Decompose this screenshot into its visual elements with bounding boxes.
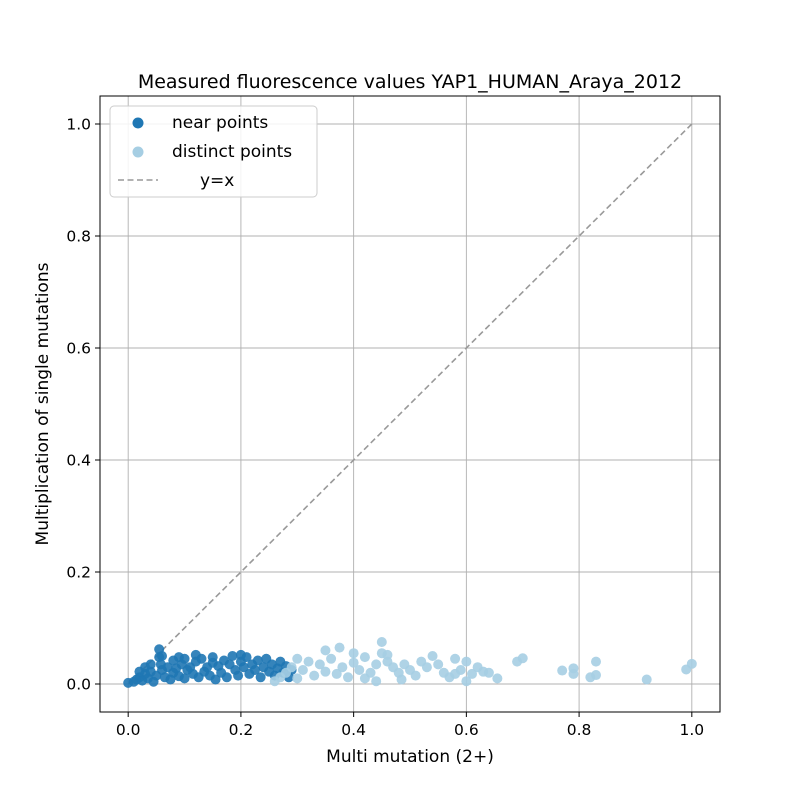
point-distinct-points [461, 676, 472, 687]
point-near-points [250, 665, 260, 675]
y-tick-label: 1.0 [66, 116, 91, 134]
point-distinct-points [382, 649, 393, 660]
x-tick-label: 0.2 [229, 721, 254, 739]
y-tick-label: 0.4 [66, 452, 91, 470]
point-near-points [233, 670, 244, 681]
point-distinct-points [371, 676, 382, 687]
point-distinct-points [348, 657, 359, 668]
point-distinct-points [433, 659, 444, 670]
x-tick-label: 0.0 [116, 721, 141, 739]
point-near-points [173, 652, 184, 663]
point-distinct-points [421, 662, 432, 673]
y-tick-label: 0.0 [66, 676, 91, 694]
point-distinct-points [303, 656, 314, 667]
point-distinct-points [320, 666, 331, 677]
chart-title: Measured fluorescence values YAP1_HUMAN_… [138, 71, 682, 93]
point-distinct-points [450, 653, 461, 664]
point-distinct-points [686, 658, 697, 669]
point-near-points [190, 649, 201, 660]
point-distinct-points [641, 674, 652, 685]
x-tick-label: 1.0 [679, 721, 704, 739]
y-tick-label: 0.2 [66, 564, 91, 582]
x-tick-label: 0.6 [454, 721, 479, 739]
point-distinct-points [591, 656, 601, 667]
point-near-points [207, 652, 218, 663]
point-distinct-points [343, 672, 353, 683]
point-distinct-points [320, 645, 331, 656]
point-distinct-points [591, 670, 601, 681]
point-near-points [227, 651, 238, 661]
point-distinct-points [483, 667, 494, 678]
point-near-points [235, 649, 246, 660]
point-distinct-points [371, 659, 382, 670]
point-near-points [221, 672, 232, 683]
point-distinct-points [334, 642, 345, 653]
point-distinct-points [286, 662, 297, 673]
point-near-points [179, 673, 190, 684]
legend: near points distinct points y=x [109, 105, 318, 198]
point-distinct-points [450, 668, 461, 679]
legend-marker-distinct-points [132, 146, 144, 158]
point-distinct-points [314, 659, 325, 670]
point-distinct-points [326, 653, 337, 664]
point-distinct-points [467, 668, 477, 679]
point-distinct-points [568, 668, 579, 679]
y-axis-label: Multiplication of single mutations [33, 262, 53, 545]
point-distinct-points [354, 665, 365, 675]
points-layer [123, 637, 697, 688]
x-tick-label: 0.4 [341, 721, 366, 739]
point-near-points [255, 672, 266, 683]
point-distinct-points [410, 670, 421, 681]
point-near-points [238, 662, 249, 673]
point-distinct-points [348, 648, 359, 659]
x-axis-label: Multi mutation (2+) [326, 747, 494, 767]
point-distinct-points [359, 652, 370, 663]
plot-frame [99, 95, 721, 713]
point-near-points [210, 674, 221, 685]
point-distinct-points [331, 668, 342, 679]
legend-box [109, 105, 318, 198]
point-near-points [145, 659, 156, 670]
legend-label-near-points: near points [172, 113, 268, 133]
point-near-points [252, 655, 263, 666]
point-distinct-points [517, 653, 528, 664]
point-distinct-points [557, 665, 568, 676]
point-distinct-points [376, 637, 387, 647]
point-near-points [157, 651, 167, 661]
legend-label-y-equals-x: y=x [200, 171, 234, 191]
grid-layer [100, 96, 720, 712]
ticks-layer: 0.0 0.2 0.4 0.6 0.8 1.0 0.0 0.2 0.4 0.6 0.8 1.0 [66, 116, 704, 740]
point-distinct-points [396, 674, 407, 685]
legend-label-distinct-points: distinct points [172, 142, 292, 162]
point-distinct-points [309, 670, 320, 681]
point-distinct-points [427, 651, 438, 661]
point-distinct-points [492, 673, 503, 684]
point-distinct-points [337, 662, 348, 673]
x-tick-label: 0.8 [567, 721, 592, 739]
legend-marker-near-points [132, 117, 144, 129]
point-distinct-points [297, 665, 308, 675]
point-distinct-points [461, 656, 472, 667]
y-tick-label: 0.6 [66, 340, 91, 358]
point-distinct-points [292, 673, 303, 684]
y-tick-label: 0.8 [66, 228, 91, 246]
point-distinct-points [292, 653, 303, 664]
point-distinct-points [359, 673, 370, 684]
